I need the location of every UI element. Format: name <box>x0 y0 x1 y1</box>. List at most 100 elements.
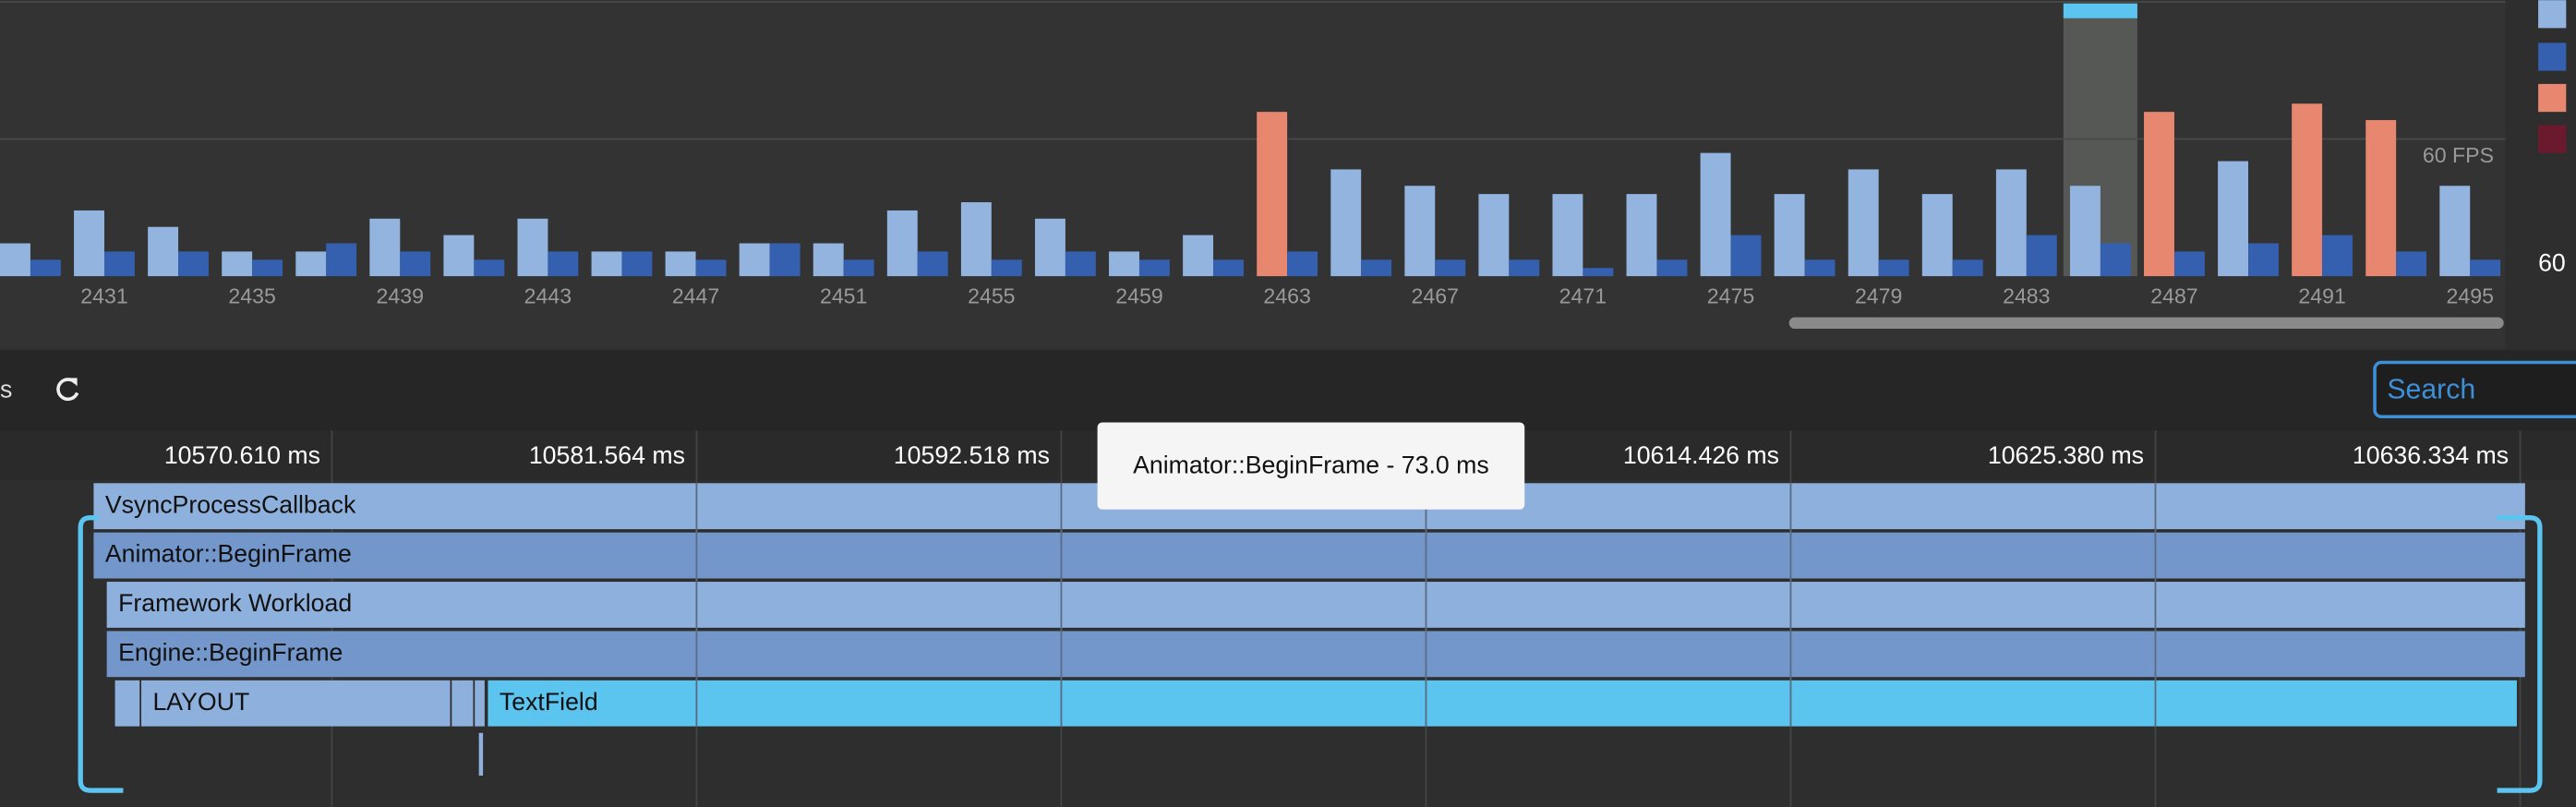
frame-bar[interactable] <box>1109 251 1139 277</box>
frame-bar[interactable] <box>2439 186 2471 277</box>
frame-bar[interactable] <box>1552 194 1583 277</box>
x-tick-label: 2463 <box>1263 283 1310 307</box>
frame-bar[interactable] <box>1034 218 1065 277</box>
frame-bar[interactable] <box>2173 251 2205 277</box>
frame-bar[interactable] <box>178 251 209 277</box>
x-tick-label: 2491 <box>2298 283 2345 307</box>
flame-event-label[interactable]: LAYOUT <box>152 688 249 716</box>
frame-bar[interactable] <box>1921 194 1953 277</box>
frame-bar[interactable] <box>1287 251 1318 277</box>
frame-bar[interactable] <box>103 251 135 277</box>
flame-event[interactable] <box>114 680 140 727</box>
frame-bar[interactable] <box>1656 259 1688 277</box>
flame-event-label[interactable]: Animator::BeginFrame <box>105 540 352 568</box>
frame-bar[interactable] <box>1626 194 1657 277</box>
frame-bar[interactable] <box>1257 112 1288 277</box>
frame-bar[interactable] <box>1952 259 1983 277</box>
frame-bar[interactable] <box>1478 194 1510 277</box>
flame-event[interactable] <box>106 582 2525 628</box>
refresh-button[interactable] <box>56 378 79 402</box>
frame-bar[interactable] <box>2470 259 2501 277</box>
frame-bar[interactable] <box>2026 235 2057 277</box>
frame-bar[interactable] <box>665 251 696 277</box>
frame-bar[interactable] <box>1730 235 1762 277</box>
x-tick-label: 2443 <box>524 283 572 307</box>
frame-bar[interactable] <box>813 243 844 277</box>
frame-bar[interactable] <box>2396 251 2427 277</box>
flame-event[interactable] <box>93 532 2525 579</box>
frame-bar[interactable] <box>2100 243 2131 277</box>
frame-bar[interactable] <box>148 226 179 277</box>
frame-bar[interactable] <box>886 210 918 277</box>
flame-event[interactable] <box>106 631 2525 678</box>
frame-bar[interactable] <box>2248 243 2279 277</box>
frame-bar[interactable] <box>843 259 874 277</box>
frame-bar[interactable] <box>252 259 283 277</box>
frame-bar[interactable] <box>517 218 548 277</box>
frame-bar[interactable] <box>1700 152 1731 277</box>
flame-event[interactable] <box>141 680 451 727</box>
frame-bar[interactable] <box>548 251 579 277</box>
frame-bar[interactable] <box>2322 235 2353 277</box>
frame-bar[interactable] <box>1774 194 1805 277</box>
frame-bar[interactable] <box>1878 259 1909 277</box>
frame-bar[interactable] <box>1065 251 1096 277</box>
frame-bar[interactable] <box>326 243 357 277</box>
legend-swatch <box>2538 125 2567 153</box>
flame-event-label[interactable]: Engine::BeginFrame <box>118 638 343 666</box>
flame-event[interactable] <box>478 732 484 777</box>
frame-bar[interactable] <box>695 259 727 277</box>
frame-bar[interactable] <box>443 235 475 277</box>
frame-bar[interactable] <box>1848 169 1879 277</box>
frame-bar[interactable] <box>769 243 800 277</box>
frame-bar[interactable] <box>1361 259 1392 277</box>
frame-bar[interactable] <box>2292 103 2323 277</box>
frame-bar[interactable] <box>0 243 30 277</box>
x-tick-label: 2447 <box>672 283 719 307</box>
frame-bar[interactable] <box>591 251 622 277</box>
frame-bar[interactable] <box>1404 186 1436 277</box>
flame-event[interactable] <box>488 680 2517 727</box>
frame-bar[interactable] <box>1138 259 1170 277</box>
frame-bar[interactable] <box>1330 169 1362 277</box>
frame-bar[interactable] <box>621 251 653 277</box>
frame-bar[interactable] <box>1183 235 1214 277</box>
frame-bar[interactable] <box>222 251 253 277</box>
frame-bar[interactable] <box>960 202 992 277</box>
frame-bar[interactable] <box>2069 186 2101 277</box>
toolbar-text: s <box>0 376 12 404</box>
frame-bar[interactable] <box>991 259 1022 277</box>
scrollbar[interactable] <box>1788 317 2504 330</box>
search-box[interactable] <box>2373 360 2576 419</box>
frame-bar[interactable] <box>30 259 61 277</box>
frame-bar[interactable] <box>2365 120 2397 277</box>
x-tick-label: 2471 <box>1559 283 1607 307</box>
flame-event[interactable] <box>451 680 474 727</box>
frame-bar[interactable] <box>400 251 431 277</box>
frame-bar[interactable] <box>474 259 505 277</box>
flame-event[interactable] <box>475 680 485 727</box>
frame-bar[interactable] <box>369 218 401 277</box>
frame-bar[interactable] <box>1583 268 1614 277</box>
side-label: 60 <box>2538 249 2566 277</box>
frame-bar[interactable] <box>74 210 104 277</box>
frame-bar[interactable] <box>295 251 327 277</box>
frame-bar[interactable] <box>1804 259 1836 277</box>
flame-event-label[interactable]: Framework Workload <box>118 589 352 617</box>
frame-bar[interactable] <box>1213 259 1244 277</box>
frame-bar[interactable] <box>739 243 770 277</box>
frame-bar[interactable] <box>1509 259 1540 277</box>
refresh-icon[interactable] <box>56 378 79 402</box>
frame-bar[interactable] <box>1995 169 2027 277</box>
selection-marker <box>2063 3 2137 18</box>
flame-event-label[interactable]: TextField <box>500 688 598 716</box>
frame-bar[interactable] <box>1435 259 1466 277</box>
frame-bar[interactable] <box>917 251 948 277</box>
flame-event-label[interactable]: VsyncProcessCallback <box>105 490 356 518</box>
frame-bar[interactable] <box>2218 161 2249 277</box>
search-placeholder[interactable]: Search <box>2387 375 2475 405</box>
frame-bar[interactable] <box>2144 112 2174 277</box>
time-tick-label: 10581.564 ms <box>529 441 685 469</box>
